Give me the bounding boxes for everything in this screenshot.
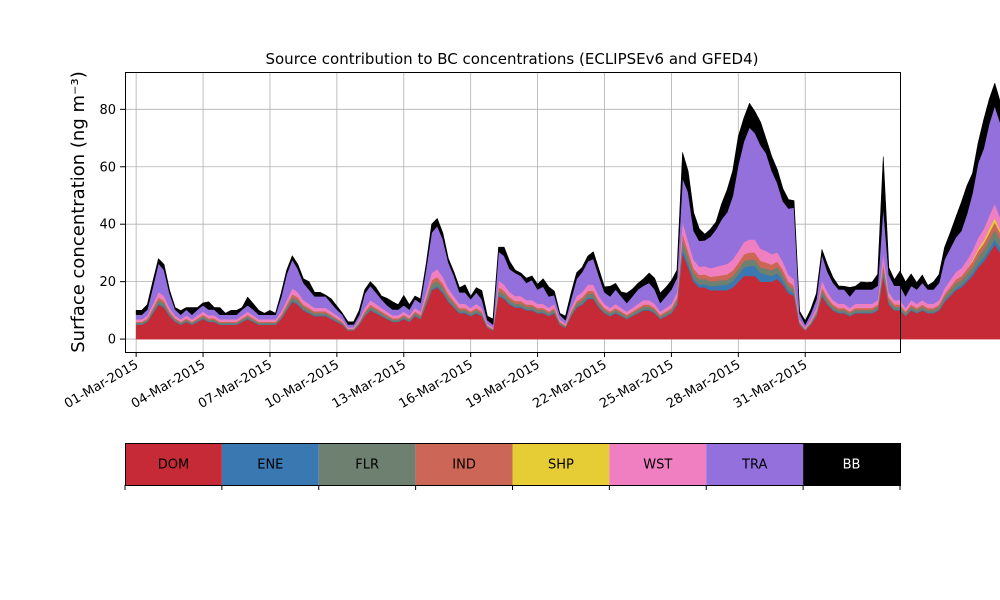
x-tick-label: 22-Mar-2015 [530, 357, 609, 411]
legend-swatch-bb [803, 443, 900, 485]
x-tick-label: 28-Mar-2015 [664, 357, 743, 411]
legend-label-ene: ENE [257, 458, 283, 473]
x-tick-label: 10-Mar-2015 [263, 357, 342, 411]
area-bb [135, 82, 1000, 325]
x-tick-label: 16-Mar-2015 [397, 357, 476, 411]
y-tick-label: 60 [99, 160, 116, 175]
legend-swatch-ind [415, 443, 513, 485]
legend-label-ind: IND [452, 458, 476, 473]
x-tick-label: 07-Mar-2015 [196, 357, 275, 411]
legend-label-tra: TRA [741, 458, 767, 473]
x-tick-label: 25-Mar-2015 [597, 357, 676, 411]
legend-swatch-tra [706, 443, 804, 485]
legend-swatch-shp [512, 443, 610, 485]
legend-label-dom: DOM [158, 458, 189, 473]
x-tick-label: 31-Mar-2015 [731, 357, 810, 411]
x-axis-ticks: 01-Mar-201504-Mar-201507-Mar-201510-Mar-… [62, 352, 810, 412]
legend-label-flr: FLR [355, 458, 379, 473]
legend-label-wst: WST [643, 458, 672, 473]
x-tick-label: 13-Mar-2015 [330, 357, 409, 411]
area-tra [135, 105, 1000, 328]
y-axis-label: Surface concentration (ng m⁻³) [68, 71, 89, 353]
legend-swatch-flr [318, 443, 416, 485]
x-tick-label: 01-Mar-2015 [62, 357, 141, 411]
y-tick-label: 80 [99, 103, 116, 118]
plot-area-frame [125, 72, 901, 353]
stacked-areas [135, 82, 1000, 340]
x-tick-label: 19-Mar-2015 [463, 357, 542, 411]
chart-title: Source contribution to BC concentrations… [265, 50, 758, 68]
legend-label-bb: BB [843, 458, 861, 473]
legend-swatch-dom [125, 443, 222, 485]
legend-label-shp: SHP [548, 458, 574, 473]
y-axis-ticks: 0 20 40 60 80 [99, 103, 125, 348]
legend-swatch-ene [221, 443, 319, 485]
x-tick-label: 04-Mar-2015 [129, 357, 208, 411]
source-colorbar-legend: DOM ENE FLR IND SHP WST TRA BB [124, 443, 901, 490]
y-tick-label: 40 [99, 218, 116, 233]
y-tick-label: 0 [108, 333, 116, 348]
legend-swatch-wst [609, 443, 707, 485]
y-tick-label: 20 [99, 275, 116, 290]
